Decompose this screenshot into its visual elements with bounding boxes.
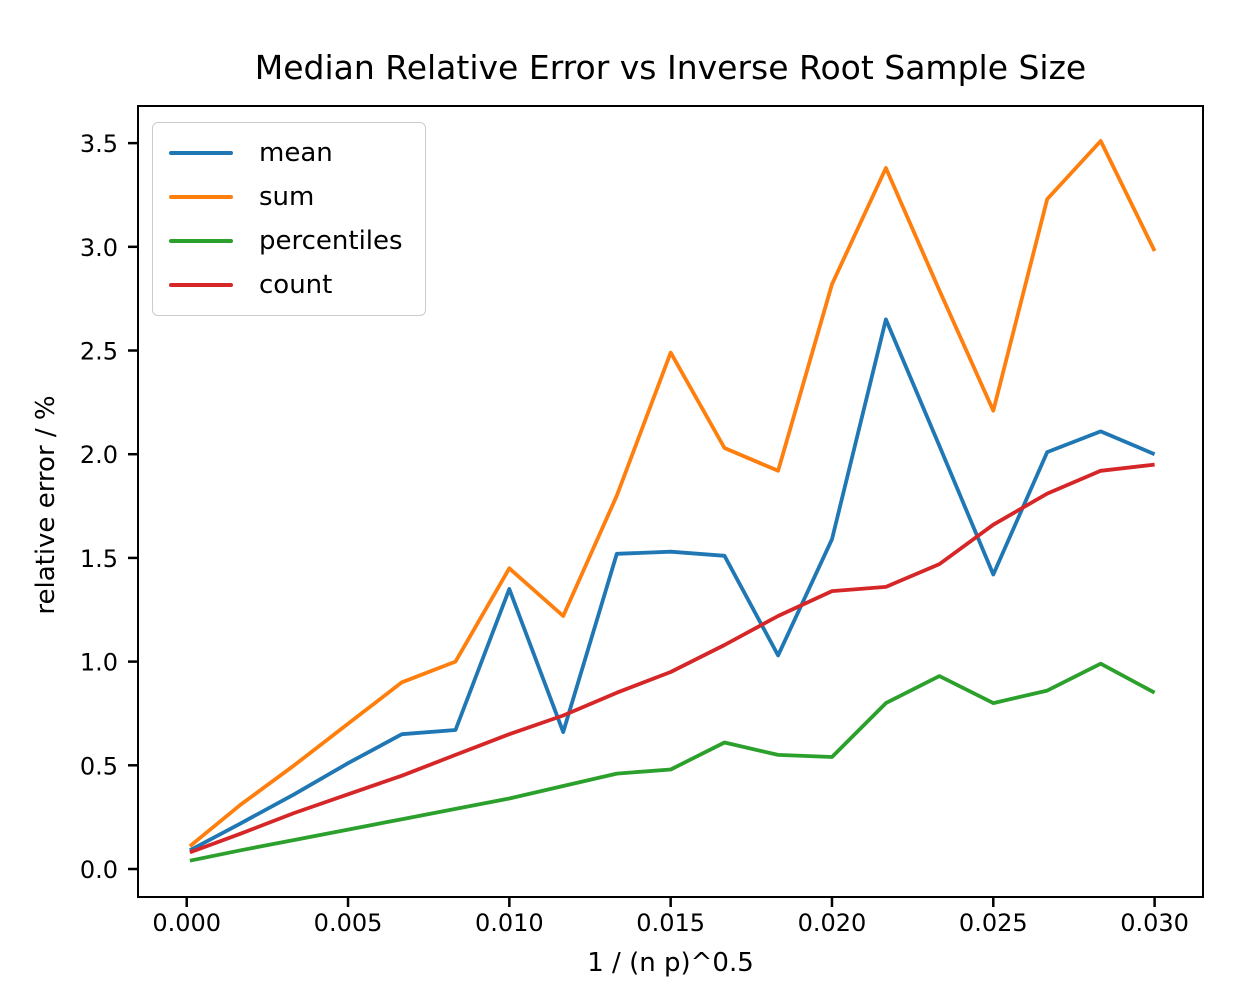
legend-label-sum: sum [259,182,315,212]
plot-area-spines [137,105,1204,898]
y-tick-label: 3.5 [80,130,118,158]
legend-item-sum: sum [169,175,403,219]
x-tick-label: 0.010 [475,909,544,937]
legend-swatch-percentiles [169,239,233,243]
x-tick-label: 0.000 [152,909,221,937]
legend-item-count: count [169,263,403,307]
legend-label-percentiles: percentiles [259,226,403,256]
y-tick-label: 2.5 [80,338,118,366]
series-line-count [189,462,1155,855]
y-tick-label: 0.0 [80,856,118,884]
legend-label-count: count [259,270,333,300]
chart-title: Median Relative Error vs Inverse Root Sa… [254,48,1087,87]
legend-label-mean: mean [259,138,333,168]
y-tick-label: 1.5 [80,545,118,573]
legend-swatch-sum [169,195,233,199]
x-tick-label: 0.025 [959,909,1028,937]
legend-swatch-mean [169,151,233,155]
x-tick-label: 0.030 [1120,909,1189,937]
legend-item-percentiles: percentiles [169,219,403,263]
y-tick-label: 0.5 [80,752,118,780]
x-tick-label: 0.020 [798,909,867,937]
x-tick-label: 0.015 [636,909,705,937]
series-line-percentiles [189,661,1156,863]
x-tick-label: 0.005 [314,909,383,937]
legend: mean sum percentiles count [152,122,426,316]
y-tick-label: 3.0 [80,234,118,262]
legend-swatch-count [169,283,233,287]
legend-item-mean: mean [169,131,403,175]
x-axis-label: 1 / (n p)^0.5 [587,948,754,978]
y-tick-label: 1.0 [80,649,118,677]
series-line-sum [188,139,1157,848]
y-axis-label: relative error / % [31,395,61,615]
series-line-mean [189,317,1156,852]
y-tick-label: 2.0 [80,441,118,469]
